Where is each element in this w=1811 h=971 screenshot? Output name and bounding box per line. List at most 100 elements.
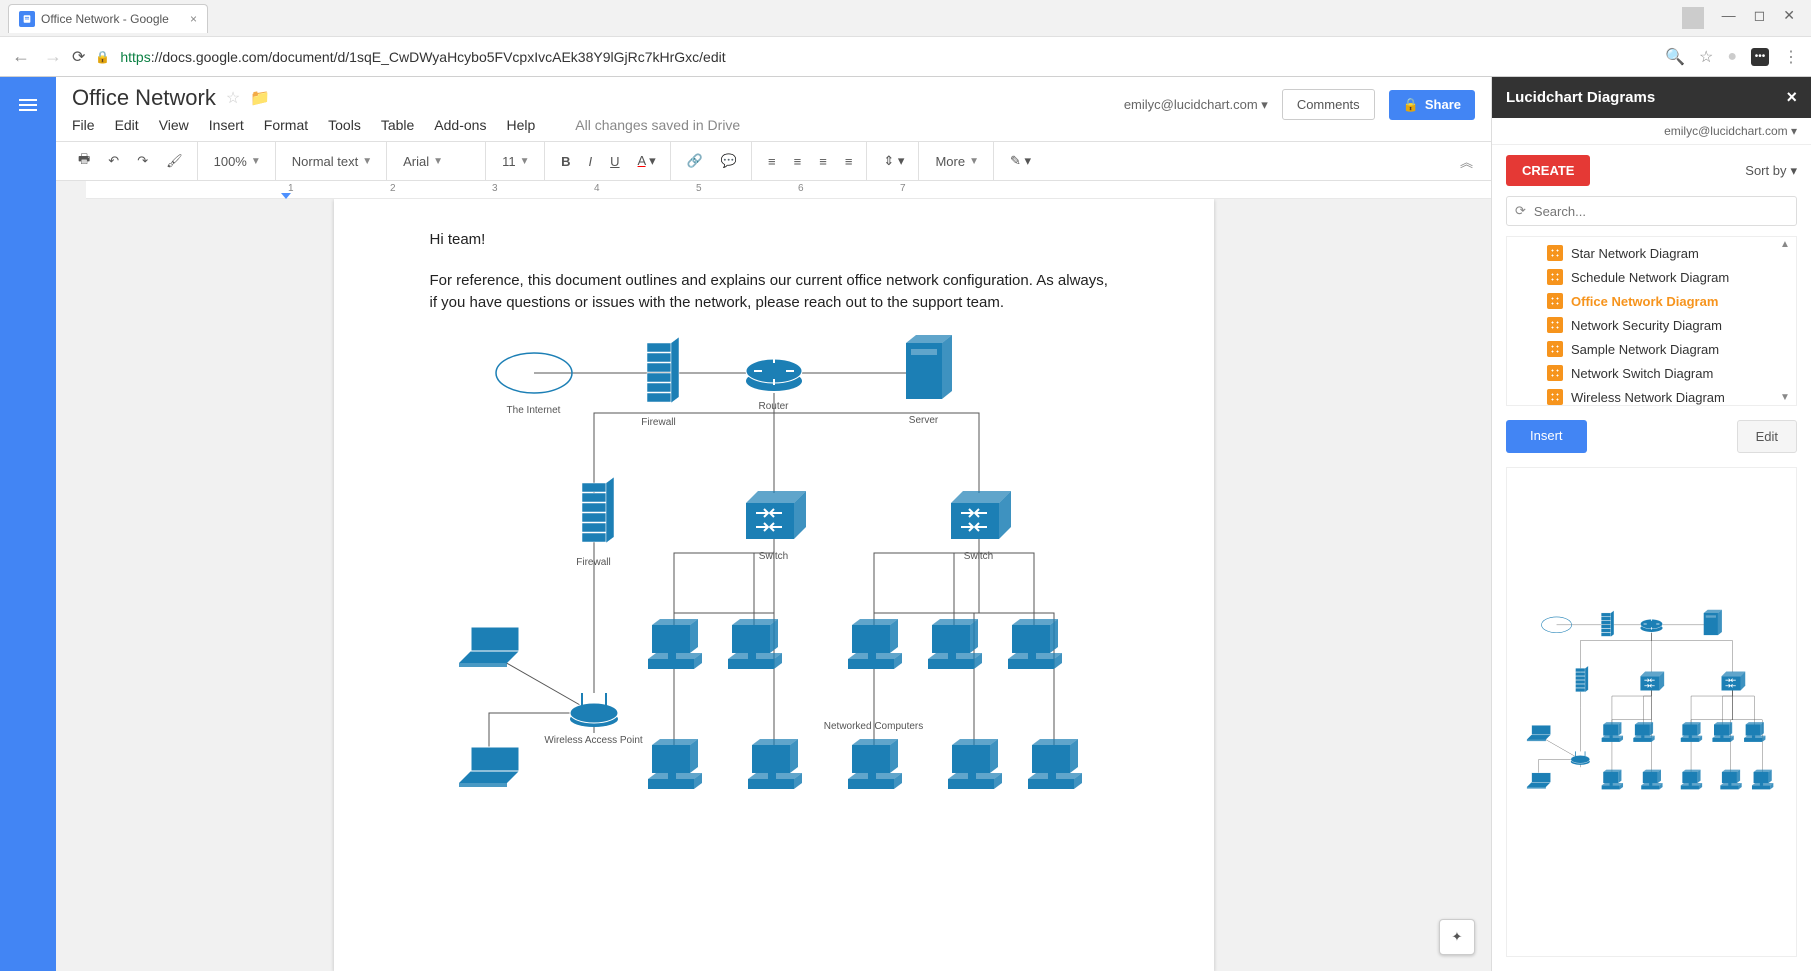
diagram-thumb-icon — [1547, 389, 1563, 405]
print-icon[interactable]: 🖶 — [72, 146, 96, 176]
lc-item[interactable]: Sample Network Diagram — [1547, 337, 1796, 361]
url-protocol: https — [120, 49, 150, 65]
forward-icon[interactable]: → — [44, 46, 62, 67]
italic-icon[interactable]: I — [583, 150, 599, 173]
tab-close-icon[interactable]: × — [190, 12, 197, 26]
zoom-select[interactable]: 100%▼ — [208, 154, 267, 169]
align-justify-icon[interactable]: ≡ — [839, 150, 859, 173]
lc-item[interactable]: Network Security Diagram — [1547, 313, 1796, 337]
docs-logo-strip[interactable] — [0, 77, 56, 971]
refresh-icon[interactable]: ⟳ — [1515, 203, 1526, 219]
menu-tools[interactable]: Tools — [328, 117, 361, 133]
ruler-mark: 5 — [696, 183, 702, 194]
menu-help[interactable]: Help — [506, 117, 535, 133]
size-select[interactable]: 11▼ — [496, 154, 536, 169]
diagram-label: Server — [909, 415, 938, 426]
link-icon[interactable]: 🔗 — [681, 149, 709, 173]
minimize-icon[interactable]: — — [1722, 7, 1736, 29]
reload-icon[interactable]: ⟳ — [72, 47, 85, 67]
menu-view[interactable]: View — [159, 117, 189, 133]
menu-table[interactable]: Table — [381, 117, 414, 133]
lc-search-input[interactable] — [1534, 204, 1788, 219]
lc-create-button[interactable]: CREATE — [1506, 155, 1590, 186]
line-spacing-icon[interactable]: ⇕ ▾ — [877, 149, 910, 173]
text-color-icon[interactable]: A ▾ — [632, 149, 662, 173]
lc-insert-button[interactable]: Insert — [1506, 420, 1587, 453]
scroll-up-icon[interactable]: ▲ — [1780, 239, 1794, 250]
url-field[interactable]: https://docs.google.com/document/d/1sqE_… — [120, 49, 1655, 65]
underline-icon[interactable]: U — [604, 150, 625, 173]
ruler-mark: 7 — [900, 183, 906, 194]
lc-close-icon[interactable]: × — [1786, 87, 1797, 108]
ruler[interactable]: 1234567 — [86, 181, 1491, 199]
lc-item[interactable]: Schedule Network Diagram — [1547, 265, 1796, 289]
docs-favicon — [19, 11, 35, 27]
back-icon[interactable]: ← — [12, 46, 30, 67]
menu-add-ons[interactable]: Add-ons — [434, 117, 486, 133]
undo-icon[interactable]: ↶ — [102, 149, 125, 173]
ruler-mark: 6 — [798, 183, 804, 194]
align-center-icon[interactable]: ≡ — [788, 150, 808, 173]
style-select[interactable]: Normal text▼ — [286, 154, 378, 169]
menu-edit[interactable]: Edit — [115, 117, 139, 133]
lc-item-label: Network Switch Diagram — [1571, 366, 1713, 381]
lc-user[interactable]: emilyc@lucidchart.com ▾ — [1492, 118, 1811, 145]
lc-item-label: Network Security Diagram — [1571, 318, 1722, 333]
redo-icon[interactable]: ↷ — [131, 149, 154, 173]
maximize-icon[interactable]: ◻ — [1754, 7, 1766, 29]
save-status: All changes saved in Drive — [575, 117, 740, 133]
lc-item[interactable]: Wireless Network Diagram — [1547, 385, 1796, 406]
close-window-icon[interactable]: ✕ — [1783, 7, 1795, 29]
user-email[interactable]: emilyc@lucidchart.com ▾ — [1124, 97, 1268, 113]
menu-icon[interactable]: ⋮ — [1783, 47, 1799, 67]
lc-preview[interactable] — [1506, 467, 1797, 957]
menu-bar: File Edit View Insert Format Tools Table Add-on… — [72, 117, 1124, 133]
zoom-icon[interactable]: 🔍 — [1665, 47, 1685, 67]
editing-mode-icon[interactable]: ✎ ▾ — [1004, 149, 1037, 173]
menu-file[interactable]: File — [72, 117, 95, 133]
scroll-down-icon[interactable]: ▼ — [1780, 392, 1794, 403]
doc-title[interactable]: Office Network — [72, 85, 216, 111]
diagram-thumb-icon — [1547, 293, 1563, 309]
lc-item[interactable]: Network Switch Diagram — [1547, 361, 1796, 385]
paint-format-icon[interactable]: 🖌 — [160, 149, 189, 173]
lc-search[interactable]: ⟳ — [1506, 196, 1797, 226]
diagram-thumb-icon — [1547, 341, 1563, 357]
network-diagram[interactable]: The InternetFirewallRouterServerFirewall… — [434, 333, 1114, 853]
lc-item[interactable]: Star Network Diagram — [1547, 241, 1796, 265]
lc-diagram-list: Star Network Diagram Schedule Network Dia… — [1506, 236, 1797, 406]
ext2-icon[interactable]: ••• — [1751, 48, 1769, 66]
doc-surface: 1234567 Hi team! For reference, this doc… — [56, 181, 1491, 971]
ruler-mark: 4 — [594, 183, 600, 194]
star-icon[interactable]: ☆ — [1699, 47, 1713, 67]
menu-insert[interactable]: Insert — [209, 117, 244, 133]
comments-button[interactable]: Comments — [1282, 89, 1375, 120]
align-left-icon[interactable]: ≡ — [762, 150, 782, 173]
star-doc-icon[interactable]: ☆ — [226, 88, 240, 108]
lc-item-label: Star Network Diagram — [1571, 246, 1699, 261]
menu-format[interactable]: Format — [264, 117, 308, 133]
align-right-icon[interactable]: ≡ — [813, 150, 833, 173]
ext1-icon[interactable]: ● — [1727, 48, 1737, 66]
user-icon[interactable] — [1682, 7, 1704, 29]
lock-icon: 🔒 — [95, 50, 110, 64]
comment-icon[interactable]: 💬 — [715, 149, 743, 173]
explore-button[interactable]: ✦ — [1439, 919, 1475, 955]
lc-edit-button[interactable]: Edit — [1737, 420, 1797, 453]
bold-icon[interactable]: B — [555, 150, 576, 173]
more-select[interactable]: More▼ — [929, 154, 985, 169]
lc-sort-button[interactable]: Sort by ▾ — [1745, 163, 1797, 179]
share-button[interactable]: 🔒 Share — [1389, 90, 1475, 120]
ruler-mark: 3 — [492, 183, 498, 194]
move-folder-icon[interactable]: 📁 — [250, 88, 270, 108]
browser-tab[interactable]: Office Network - Google × — [8, 4, 208, 33]
diagram-label: The Internet — [507, 405, 561, 416]
address-bar: ← → ⟳ 🔒 https://docs.google.com/document… — [0, 36, 1811, 76]
collapse-toolbar-icon[interactable]: ︽ — [1450, 152, 1483, 171]
font-select[interactable]: Arial▼ — [397, 154, 477, 169]
diagram-label: Router — [758, 401, 788, 412]
lucidchart-panel: Lucidchart Diagrams × emilyc@lucidchart.… — [1491, 77, 1811, 971]
tab-title: Office Network - Google — [41, 12, 169, 26]
lc-item[interactable]: Office Network Diagram — [1547, 289, 1796, 313]
page[interactable]: Hi team! For reference, this document ou… — [334, 199, 1214, 971]
